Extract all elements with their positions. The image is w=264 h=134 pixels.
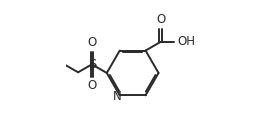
Text: S: S (88, 58, 96, 71)
Text: O: O (87, 36, 97, 49)
Text: O: O (87, 79, 97, 92)
Text: O: O (156, 13, 165, 26)
Text: OH: OH (177, 36, 195, 49)
Text: N: N (112, 90, 121, 103)
